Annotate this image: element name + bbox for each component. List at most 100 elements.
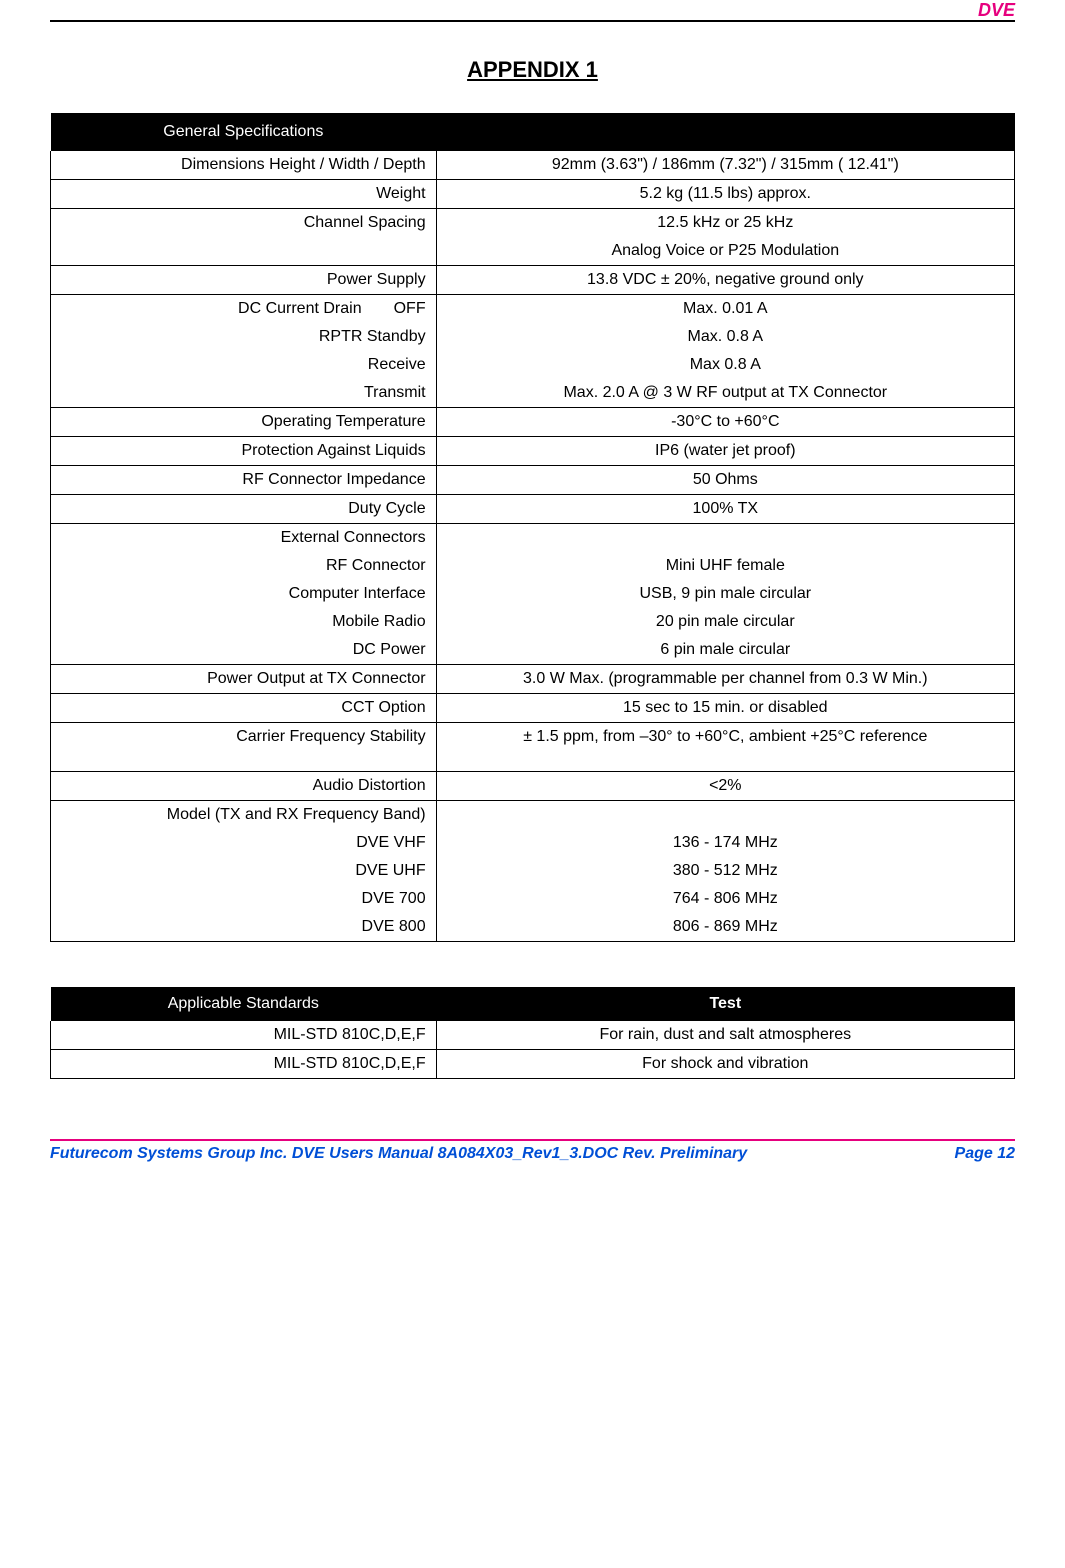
spec-value: 92mm (3.63") / 186mm (7.32") / 315mm ( 1… xyxy=(436,151,1014,180)
spec-value: Max. 2.0 A @ 3 W RF output at TX Connect… xyxy=(436,379,1014,408)
table-row: Weight5.2 kg (11.5 lbs) approx. xyxy=(51,180,1015,209)
spec-value: 380 - 512 MHz xyxy=(436,857,1014,885)
spec-label: Power Supply xyxy=(51,266,437,295)
table-header-row: General Specifications xyxy=(51,113,1015,151)
spec-value: <2% xyxy=(436,772,1014,801)
spec-value: 3.0 W Max. (programmable per channel fro… xyxy=(436,665,1014,694)
table-row: RPTR StandbyMax. 0.8 A xyxy=(51,323,1015,351)
table-header-cell: Applicable Standards xyxy=(51,987,437,1021)
spec-value: USB, 9 pin male circular xyxy=(436,580,1014,608)
standard-test: For shock and vibration xyxy=(436,1050,1014,1079)
footer-rule: Futurecom Systems Group Inc. DVE Users M… xyxy=(50,1139,1015,1163)
spec-label: Carrier Frequency Stability xyxy=(51,723,437,772)
table-row: Audio Distortion<2% xyxy=(51,772,1015,801)
spec-value: 20 pin male circular xyxy=(436,608,1014,636)
spec-value: 50 Ohms xyxy=(436,466,1014,495)
spec-label: DC Power xyxy=(51,636,437,665)
table-row: Power Supply13.8 VDC ± 20%, negative gro… xyxy=(51,266,1015,295)
page-title: APPENDIX 1 xyxy=(50,57,1015,83)
table-row: External Connectors xyxy=(51,524,1015,553)
table-row: Computer InterfaceUSB, 9 pin male circul… xyxy=(51,580,1015,608)
spec-label: CCT Option xyxy=(51,694,437,723)
spec-label: DVE VHF xyxy=(51,829,437,857)
spec-label: RF Connector xyxy=(51,552,437,580)
spec-label: Audio Distortion xyxy=(51,772,437,801)
spec-value: ± 1.5 ppm, from –30° to +60°C, ambient +… xyxy=(436,723,1014,772)
spec-label: DC Current Drain OFF xyxy=(51,295,437,324)
table-header-cell-empty xyxy=(436,113,1014,151)
spec-value: 12.5 kHz or 25 kHz xyxy=(436,209,1014,238)
table-row: DC Power6 pin male circular xyxy=(51,636,1015,665)
spec-value: 764 - 806 MHz xyxy=(436,885,1014,913)
spec-label: Weight xyxy=(51,180,437,209)
table-row: MIL-STD 810C,D,E,FFor rain, dust and sal… xyxy=(51,1021,1015,1050)
spec-value xyxy=(436,801,1014,830)
spec-value: Max 0.8 A xyxy=(436,351,1014,379)
spec-value: Mini UHF female xyxy=(436,552,1014,580)
spec-value: 13.8 VDC ± 20%, negative ground only xyxy=(436,266,1014,295)
table-row: CCT Option15 sec to 15 min. or disabled xyxy=(51,694,1015,723)
spec-value: -30°C to +60°C xyxy=(436,408,1014,437)
table-row: DVE 700764 - 806 MHz xyxy=(51,885,1015,913)
table-row: DC Current Drain OFFMax. 0.01 A xyxy=(51,295,1015,324)
table-row: Analog Voice or P25 Modulation xyxy=(51,237,1015,266)
table-row: Channel Spacing12.5 kHz or 25 kHz xyxy=(51,209,1015,238)
spec-label: Power Output at TX Connector xyxy=(51,665,437,694)
table-row: DVE VHF136 - 174 MHz xyxy=(51,829,1015,857)
standard-label: MIL-STD 810C,D,E,F xyxy=(51,1021,437,1050)
spec-label: RPTR Standby xyxy=(51,323,437,351)
table-row: TransmitMax. 2.0 A @ 3 W RF output at TX… xyxy=(51,379,1015,408)
standard-test: For rain, dust and salt atmospheres xyxy=(436,1021,1014,1050)
spec-value: 100% TX xyxy=(436,495,1014,524)
spec-value: 806 - 869 MHz xyxy=(436,913,1014,942)
spec-label: Model (TX and RX Frequency Band) xyxy=(51,801,437,830)
footer-left: Futurecom Systems Group Inc. DVE Users M… xyxy=(50,1145,747,1163)
spec-label: Duty Cycle xyxy=(51,495,437,524)
spec-label: DVE 700 xyxy=(51,885,437,913)
spec-value: 6 pin male circular xyxy=(436,636,1014,665)
table-row: RF ConnectorMini UHF female xyxy=(51,552,1015,580)
table-row: MIL-STD 810C,D,E,FFor shock and vibratio… xyxy=(51,1050,1015,1079)
applicable-standards-table: Applicable StandardsTestMIL-STD 810C,D,E… xyxy=(50,987,1015,1079)
table-row: DVE 800806 - 869 MHz xyxy=(51,913,1015,942)
table-header-cell: General Specifications xyxy=(51,113,437,151)
standard-label: MIL-STD 810C,D,E,F xyxy=(51,1050,437,1079)
spec-value: Max. 0.8 A xyxy=(436,323,1014,351)
table-row: Dimensions Height / Width / Depth92mm (3… xyxy=(51,151,1015,180)
table-row: Carrier Frequency Stability± 1.5 ppm, fr… xyxy=(51,723,1015,772)
header-rule: DVE xyxy=(50,20,1015,22)
table-header-row: Applicable StandardsTest xyxy=(51,987,1015,1021)
table-row: Mobile Radio20 pin male circular xyxy=(51,608,1015,636)
spec-label: Computer Interface xyxy=(51,580,437,608)
spec-label: DVE 800 xyxy=(51,913,437,942)
table-row: ReceiveMax 0.8 A xyxy=(51,351,1015,379)
spec-value: 15 sec to 15 min. or disabled xyxy=(436,694,1014,723)
general-specifications-table: General SpecificationsDimensions Height … xyxy=(50,113,1015,942)
footer: Futurecom Systems Group Inc. DVE Users M… xyxy=(50,1145,1015,1163)
table-row: RF Connector Impedance50 Ohms xyxy=(51,466,1015,495)
spec-value: Max. 0.01 A xyxy=(436,295,1014,324)
spec-value: IP6 (water jet proof) xyxy=(436,437,1014,466)
spec-label: Mobile Radio xyxy=(51,608,437,636)
spec-label: Dimensions Height / Width / Depth xyxy=(51,151,437,180)
spec-label: Channel Spacing xyxy=(51,209,437,238)
spec-value xyxy=(436,524,1014,553)
spec-label: DVE UHF xyxy=(51,857,437,885)
spec-label: Transmit xyxy=(51,379,437,408)
table-row: Protection Against LiquidsIP6 (water jet… xyxy=(51,437,1015,466)
spec-value: 136 - 174 MHz xyxy=(436,829,1014,857)
spec-label xyxy=(51,237,437,266)
header-brand: DVE xyxy=(978,0,1015,21)
spec-value: 5.2 kg (11.5 lbs) approx. xyxy=(436,180,1014,209)
table-row: Duty Cycle100% TX xyxy=(51,495,1015,524)
table-row: Operating Temperature-30°C to +60°C xyxy=(51,408,1015,437)
spec-label: External Connectors xyxy=(51,524,437,553)
footer-right: Page 12 xyxy=(955,1145,1015,1163)
spec-label: Receive xyxy=(51,351,437,379)
spec-label: Operating Temperature xyxy=(51,408,437,437)
spec-value: Analog Voice or P25 Modulation xyxy=(436,237,1014,266)
table-row: Power Output at TX Connector3.0 W Max. (… xyxy=(51,665,1015,694)
table-row: DVE UHF380 - 512 MHz xyxy=(51,857,1015,885)
spec-label: RF Connector Impedance xyxy=(51,466,437,495)
table-header-cell: Test xyxy=(436,987,1014,1021)
